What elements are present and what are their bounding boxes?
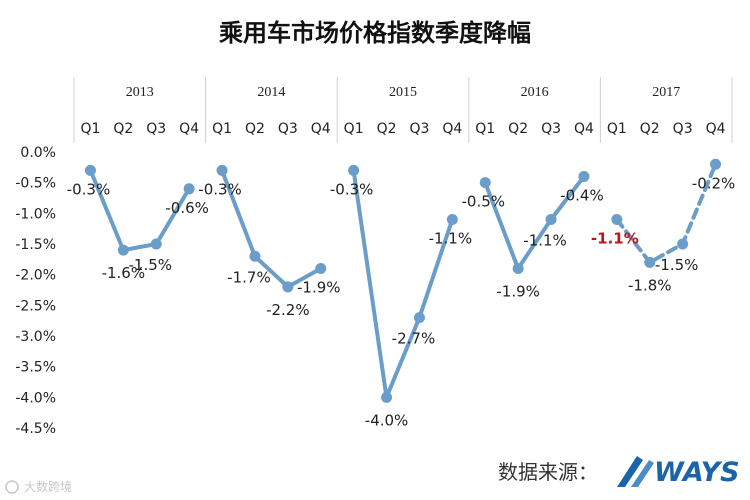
- year-label: 2017: [652, 85, 680, 100]
- data-label: -0.3%: [67, 180, 111, 198]
- quarter-label: Q4: [179, 121, 199, 137]
- data-point: [545, 213, 557, 225]
- quarter-label: Q1: [212, 121, 232, 137]
- data-label: -1.5%: [655, 256, 699, 274]
- series-line-2017: [614, 162, 718, 265]
- y-tick-label: -2.0%: [15, 268, 56, 284]
- y-tick-label: -4.5%: [15, 421, 56, 437]
- quarter-label: Q3: [409, 121, 429, 137]
- data-label: -0.6%: [165, 199, 209, 217]
- watermark-icon: [5, 480, 19, 494]
- data-label: -1.1%: [523, 231, 567, 249]
- data-label: -0.2%: [692, 174, 736, 192]
- data-point: [611, 213, 623, 225]
- data-label: -0.4%: [560, 187, 604, 205]
- quarter-label: Q3: [146, 121, 166, 137]
- y-tick-label: -2.5%: [15, 298, 56, 314]
- data-point: [117, 244, 129, 256]
- data-label: -1.5%: [128, 256, 172, 274]
- quarter-label: Q3: [278, 121, 298, 137]
- series-lines: [88, 162, 718, 400]
- year-label: 2015: [389, 85, 417, 100]
- data-point: [381, 391, 393, 403]
- series-line-2015: [351, 168, 455, 400]
- quarter-label: Q3: [673, 121, 693, 137]
- data-label: -2.2%: [266, 301, 310, 319]
- ways-logo-icon: [617, 456, 654, 487]
- quarter-label: Q2: [377, 121, 397, 137]
- data-label: -1.1%: [429, 229, 473, 247]
- y-tick-label: -3.0%: [15, 329, 56, 345]
- series-line-2014: [220, 168, 323, 289]
- quarter-label: Q1: [344, 121, 364, 137]
- data-point: [183, 183, 195, 195]
- quarter-label: Q2: [508, 121, 528, 137]
- data-point: [644, 256, 656, 268]
- watermark-text: 大数跨境: [24, 479, 72, 494]
- source-credit: 数据来源： WAYS: [498, 456, 740, 488]
- data-label: -1.7%: [227, 268, 271, 286]
- y-tick-label: -4.0%: [15, 390, 56, 406]
- data-label: -1.6%: [102, 264, 146, 282]
- year-label: 2013: [126, 85, 154, 100]
- data-labels: -0.3%-1.6%-1.5%-0.6%-0.3%-1.7%-2.2%-1.9%…: [67, 174, 736, 429]
- data-point: [216, 164, 228, 176]
- x-axis-categories: 2013 Q1 Q2 Q3 Q4 2014 Q1 Q2 Q3 Q4 2015 Q1 Q2 Q3 Q4 2016…: [80, 85, 725, 137]
- y-tick-label: -3.5%: [15, 360, 56, 376]
- data-point: [446, 213, 458, 225]
- quarter-label: Q1: [475, 121, 495, 137]
- source-label: 数据来源：: [498, 460, 598, 484]
- data-point: [578, 171, 590, 183]
- data-point: [84, 164, 96, 176]
- year-label: 2016: [521, 85, 549, 100]
- data-label: -0.5%: [461, 193, 505, 211]
- chart-title: 乘用车市场价格指数季度降幅: [218, 19, 531, 47]
- series-line-2013: [88, 168, 192, 253]
- quarter-label: Q3: [541, 121, 561, 137]
- data-label: -2.7%: [392, 330, 436, 348]
- data-point: [282, 281, 294, 293]
- watermark: 大数跨境: [5, 479, 72, 494]
- data-label: -1.1%: [591, 229, 639, 247]
- category-header-frame: [73, 77, 733, 143]
- data-point: [150, 238, 162, 250]
- data-point: [413, 312, 425, 324]
- year-label: 2014: [257, 85, 285, 100]
- data-label: -1.9%: [297, 279, 341, 297]
- data-point: [249, 250, 261, 262]
- quarter-label: Q2: [113, 121, 133, 137]
- quarter-label: Q2: [245, 121, 265, 137]
- data-label: -0.3%: [198, 180, 242, 198]
- data-label: -1.9%: [496, 283, 540, 301]
- data-point: [479, 177, 491, 189]
- data-point: [348, 164, 360, 176]
- quarter-label: Q1: [80, 121, 100, 137]
- data-label: -1.8%: [628, 276, 672, 294]
- quarter-label: Q2: [640, 121, 660, 137]
- y-axis: 0.0% -0.5% -1.0% -1.5% -2.0% -2.5% -3.0% -3.5% -…: [15, 145, 56, 437]
- data-label: -4.0%: [365, 411, 409, 429]
- quarter-label: Q4: [442, 121, 462, 137]
- quarter-label: Q4: [574, 121, 594, 137]
- y-tick-label: -1.5%: [15, 237, 56, 253]
- series-points: [84, 158, 722, 403]
- source-brand: WAYS: [654, 457, 740, 488]
- y-tick-label: -1.0%: [15, 206, 56, 222]
- data-point: [315, 263, 327, 275]
- quarter-label: Q4: [311, 121, 331, 137]
- data-point: [677, 238, 689, 250]
- y-tick-label: 0.0%: [20, 145, 56, 161]
- data-label: -0.3%: [330, 180, 374, 198]
- y-tick-label: -0.5%: [15, 176, 56, 192]
- quarter-label: Q1: [607, 121, 627, 137]
- series-line-2016: [483, 174, 586, 271]
- quarter-label: Q4: [706, 121, 726, 137]
- data-point: [512, 263, 524, 275]
- data-point: [710, 158, 722, 170]
